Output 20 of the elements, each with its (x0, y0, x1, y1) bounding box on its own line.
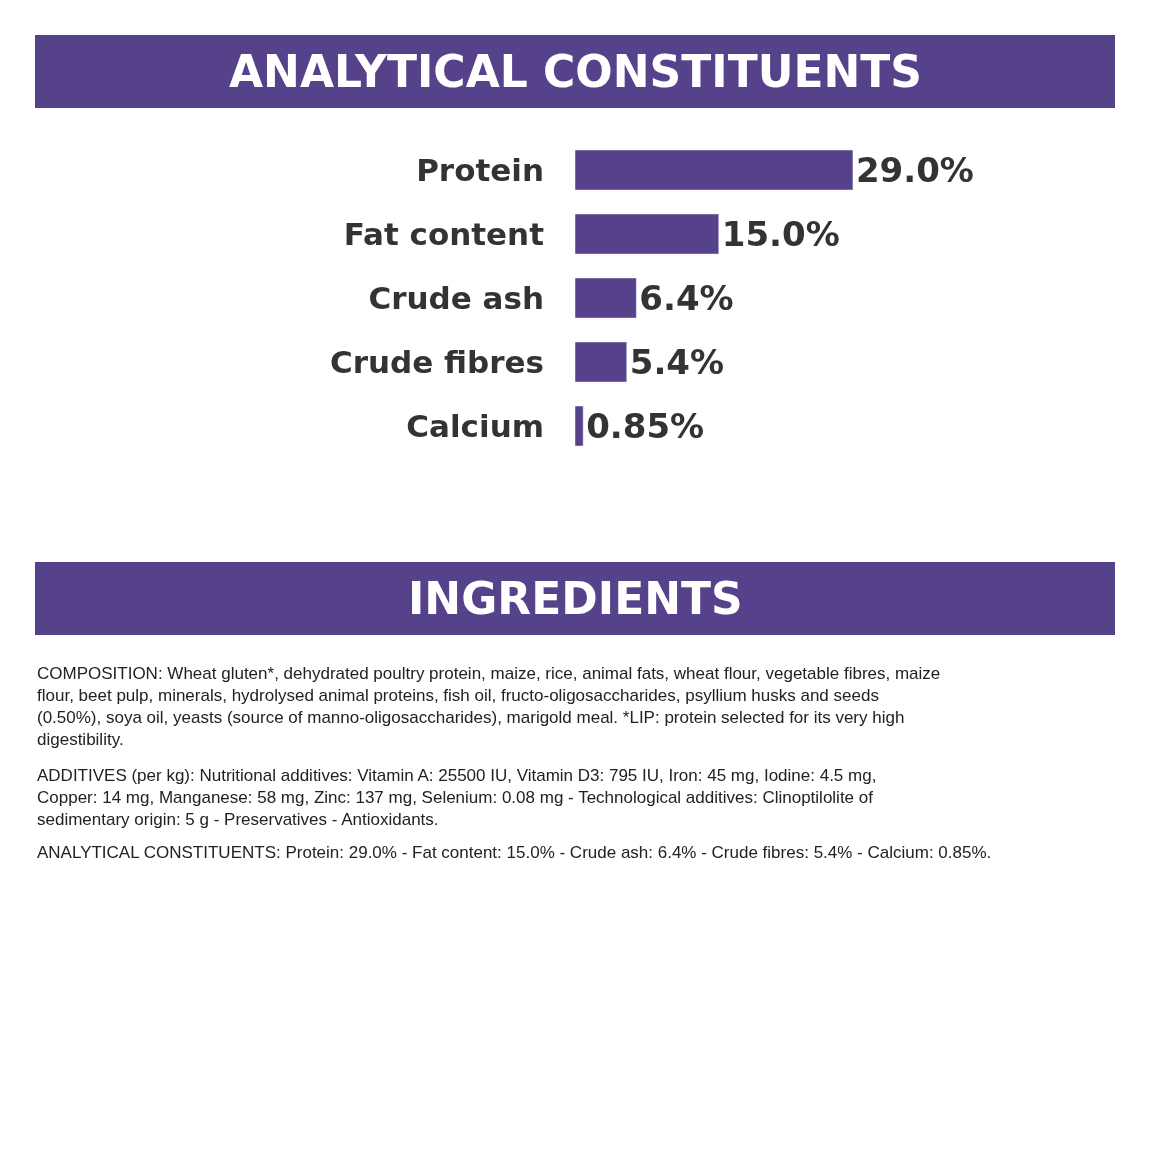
text: ADDITIVES (per kg): Nutritional additives: Vitamin A: 25500 IU, Vitamin D3: 795 IU, Iron: 45 mg, Iodine: 4.5 mg, Copper: 14 mg, Manganese: 58 mg, Zinc: 137 mg, Selenium: 0.08 mg - Technological additives: Clinoptilolite of sedimentary origin: 5 g - Preservatives - Antioxidants. (37, 766, 877, 830)
y-tick-label: Calcium (406, 407, 544, 444)
chart-title: ANALYTICAL CONSTITUENTS (229, 46, 922, 97)
text: ANALYTICAL CONSTITUENTS: Protein: 29.0% - Fat content: 15.0% - Crude ash: 6.4% - Crude fibres: 5.4% - Calcium: 0.85%. (37, 843, 992, 862)
bar (575, 149, 854, 191)
data-label: 6.4% (639, 278, 734, 318)
bar (575, 277, 637, 319)
data-label: 0.85% (586, 406, 705, 446)
bar (575, 213, 719, 255)
y-tick-label: Fat content (343, 215, 545, 252)
text: INGREDIENTS (408, 573, 743, 624)
data-label: 15.0% (721, 214, 840, 254)
bar (575, 405, 584, 447)
y-tick-label: Protein (416, 151, 544, 188)
y-tick-label: Crude ash (368, 279, 544, 316)
data-label: 5.4% (629, 342, 725, 382)
text: COMPOSITION: Wheat gluten*, dehydrated poultry protein, maize, rice, animal fats, wheat flour, vegetable fibres, maize flour, beet pulp, minerals, hydrolysed animal proteins, fish oil, fructo-oligosaccharides, psyllium husks and seeds (0.50%), soya oil, yeasts (source of manno-oligosaccharides), marigold meal. *LIP: protein selected for its very high digestibility. (37, 664, 941, 750)
data-label: 29.0% (855, 150, 974, 190)
y-tick-label: Crude fibres (329, 343, 544, 380)
bar (575, 341, 627, 383)
